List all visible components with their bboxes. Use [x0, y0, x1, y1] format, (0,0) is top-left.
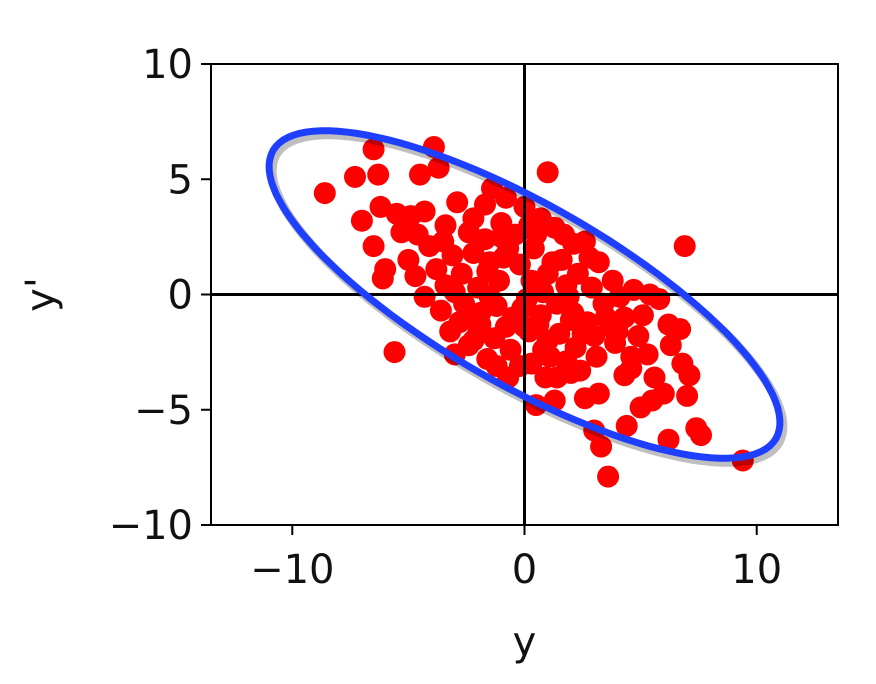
y-tick-label: 0 [168, 273, 193, 319]
y-axis-ticks: −10 −5 0 5 10 [109, 42, 211, 549]
data-point [413, 200, 436, 223]
data-point [494, 315, 517, 338]
data-point [652, 382, 675, 405]
y-axis-label: y' [18, 277, 64, 312]
data-point [555, 274, 578, 297]
x-tick-label: −10 [250, 547, 334, 593]
data-point [522, 237, 545, 260]
data-point [485, 355, 508, 377]
data-point [676, 384, 699, 407]
data-point [629, 396, 652, 419]
data-point [432, 230, 455, 253]
x-tick-label: 0 [512, 547, 537, 593]
data-point [490, 225, 513, 248]
data-point [657, 313, 680, 336]
data-point [476, 260, 499, 283]
data-point [367, 163, 390, 186]
data-point [678, 364, 701, 387]
data-point [446, 191, 469, 214]
data-point [413, 285, 436, 308]
data-point [409, 163, 431, 186]
data-point [643, 366, 666, 389]
data-point [404, 265, 427, 288]
data-point [608, 285, 631, 308]
data-point [494, 186, 517, 209]
x-tick-label: 10 [731, 547, 782, 593]
data-point [474, 193, 496, 216]
data-point [511, 297, 534, 320]
data-point [536, 161, 559, 184]
data-point [425, 258, 448, 281]
y-tick-label: −10 [109, 503, 193, 549]
data-point [534, 366, 557, 389]
data-point [673, 235, 696, 258]
data-point [529, 304, 552, 327]
data-point [615, 414, 638, 437]
data-point [648, 288, 671, 311]
data-point [344, 165, 366, 188]
ellipse-layer [265, 127, 788, 467]
y-tick-label: 10 [142, 42, 193, 88]
data-point [569, 359, 592, 382]
data-point [627, 325, 650, 347]
x-axis-label: y [513, 619, 537, 665]
data-point [350, 209, 373, 232]
data-point [620, 357, 643, 380]
data-point [434, 214, 457, 237]
data-point [518, 214, 541, 237]
data-point [492, 246, 515, 269]
data-point [606, 320, 629, 343]
data-point [371, 267, 394, 290]
data-point [478, 285, 501, 308]
data-point [469, 301, 492, 324]
data-point [427, 156, 450, 179]
data-point [573, 387, 596, 410]
data-point [541, 251, 564, 274]
data-point [657, 428, 680, 451]
data-point [536, 329, 559, 352]
data-point [559, 308, 582, 331]
data-point [450, 262, 473, 285]
x-axis-ticks: −10 0 10 [250, 525, 782, 593]
data-point [659, 334, 682, 357]
data-point [362, 235, 385, 258]
data-point [578, 246, 601, 269]
points-layer [313, 136, 754, 488]
y-tick-label: 5 [168, 157, 193, 203]
data-point [583, 325, 606, 347]
data-point [429, 299, 452, 322]
data-point [313, 182, 336, 205]
data-point [690, 424, 712, 447]
data-point [539, 345, 561, 368]
confidence-ellipse [265, 127, 784, 462]
data-point [597, 465, 620, 488]
data-point [457, 221, 480, 244]
data-point [383, 341, 406, 364]
data-point [362, 138, 385, 161]
data-point [553, 223, 575, 246]
y-tick-label: −5 [134, 388, 193, 434]
data-point [585, 345, 608, 368]
data-point [499, 338, 522, 361]
data-point [462, 329, 485, 352]
data-point [390, 221, 413, 244]
data-point [631, 304, 654, 327]
data-point [443, 281, 466, 304]
data-point [636, 343, 659, 366]
